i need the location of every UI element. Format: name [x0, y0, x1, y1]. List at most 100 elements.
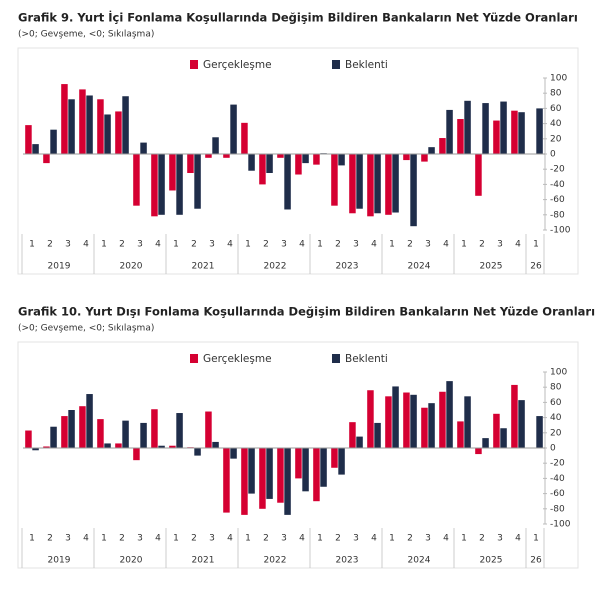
y-tick-label: 0 — [550, 444, 556, 454]
bar — [79, 89, 86, 154]
chart-title: Grafik 10. Yurt Dışı Fonlama Koşullarınd… — [18, 305, 595, 319]
bar — [500, 101, 507, 154]
x-tick-label: 2 — [119, 534, 125, 544]
x-tick-label: 1 — [173, 240, 179, 250]
y-tick-label: -100 — [550, 520, 571, 530]
x-tick-label: 2 — [263, 240, 269, 250]
bar — [428, 147, 435, 154]
bar — [158, 445, 165, 448]
bar — [266, 154, 273, 173]
bar — [133, 154, 140, 206]
legend-label: Beklenti — [345, 353, 388, 365]
y-tick-label: -80 — [550, 210, 565, 220]
bar — [176, 413, 183, 448]
y-tick-label: 80 — [550, 89, 562, 99]
bar — [50, 129, 57, 154]
y-tick-label: 60 — [550, 104, 562, 114]
bar — [457, 421, 464, 448]
bar — [259, 154, 266, 185]
x-group-label: 2025 — [480, 262, 503, 272]
bar — [338, 448, 345, 475]
x-tick-label: 2 — [407, 534, 413, 544]
x-tick-label: 1 — [29, 240, 35, 250]
bar — [385, 154, 392, 215]
bar — [277, 154, 284, 158]
x-tick-label: 3 — [281, 240, 287, 250]
bar — [223, 154, 230, 158]
x-tick-label: 1 — [101, 534, 107, 544]
bar — [446, 109, 453, 154]
bar — [104, 114, 111, 154]
bar — [374, 154, 381, 214]
x-group-label: 26 — [530, 556, 542, 566]
chart-frame — [17, 47, 579, 275]
bar — [187, 154, 194, 173]
bar — [392, 386, 399, 448]
x-group-label: 2024 — [408, 262, 431, 272]
y-tick-label: -20 — [550, 459, 565, 469]
bar — [248, 154, 255, 171]
bar — [511, 110, 518, 154]
bar — [230, 104, 237, 154]
legend-swatch — [332, 60, 340, 69]
x-tick-label: 1 — [533, 240, 539, 250]
x-tick-label: 2 — [407, 240, 413, 250]
bar — [284, 154, 291, 210]
bar — [158, 154, 165, 215]
bar — [385, 396, 392, 448]
x-tick-label: 4 — [155, 534, 161, 544]
x-tick-label: 2 — [335, 240, 341, 250]
x-tick-label: 2 — [335, 534, 341, 544]
x-group-label: 2019 — [48, 262, 71, 272]
y-tick-label: 100 — [550, 74, 567, 84]
x-group-label: 2021 — [192, 262, 215, 272]
x-tick-label: 4 — [227, 534, 233, 544]
x-tick-label: 1 — [389, 534, 395, 544]
bar — [61, 416, 68, 448]
x-group-label: 2021 — [192, 556, 215, 566]
x-tick-label: 3 — [209, 240, 215, 250]
bar — [86, 95, 93, 154]
bar — [349, 154, 356, 214]
x-tick-label: 3 — [281, 534, 287, 544]
x-group-label: 2022 — [264, 262, 287, 272]
legend-swatch — [190, 60, 198, 69]
y-tick-label: -40 — [550, 180, 565, 190]
x-tick-label: 2 — [191, 240, 197, 250]
y-tick-label: -60 — [550, 195, 565, 205]
bar — [140, 422, 147, 448]
bar — [115, 111, 122, 154]
x-tick-label: 4 — [443, 240, 449, 250]
x-tick-label: 1 — [173, 534, 179, 544]
bar — [230, 448, 237, 459]
bar — [68, 99, 75, 154]
y-tick-label: 20 — [550, 134, 562, 144]
x-tick-label: 3 — [209, 534, 215, 544]
x-group-label: 2023 — [336, 556, 359, 566]
bar — [248, 448, 255, 494]
bar — [439, 391, 446, 448]
bar — [338, 154, 345, 166]
bar — [68, 410, 75, 448]
x-group-label: 2024 — [408, 556, 431, 566]
bar — [464, 100, 471, 154]
x-tick-label: 2 — [119, 240, 125, 250]
bar — [151, 409, 158, 448]
bar — [302, 154, 309, 164]
bar — [457, 119, 464, 154]
bar — [32, 144, 39, 154]
x-tick-label: 4 — [299, 240, 305, 250]
bar — [133, 448, 140, 461]
bar — [25, 430, 32, 448]
bar — [518, 400, 525, 448]
bar — [374, 422, 381, 448]
bar — [241, 122, 248, 154]
x-group-label: 2020 — [120, 262, 143, 272]
bar — [284, 448, 291, 515]
y-tick-label: -60 — [550, 489, 565, 499]
bar — [194, 448, 201, 456]
x-tick-label: 2 — [47, 534, 53, 544]
x-tick-label: 3 — [353, 240, 359, 250]
y-tick-label: -80 — [550, 504, 565, 514]
x-tick-label: 1 — [461, 240, 467, 250]
